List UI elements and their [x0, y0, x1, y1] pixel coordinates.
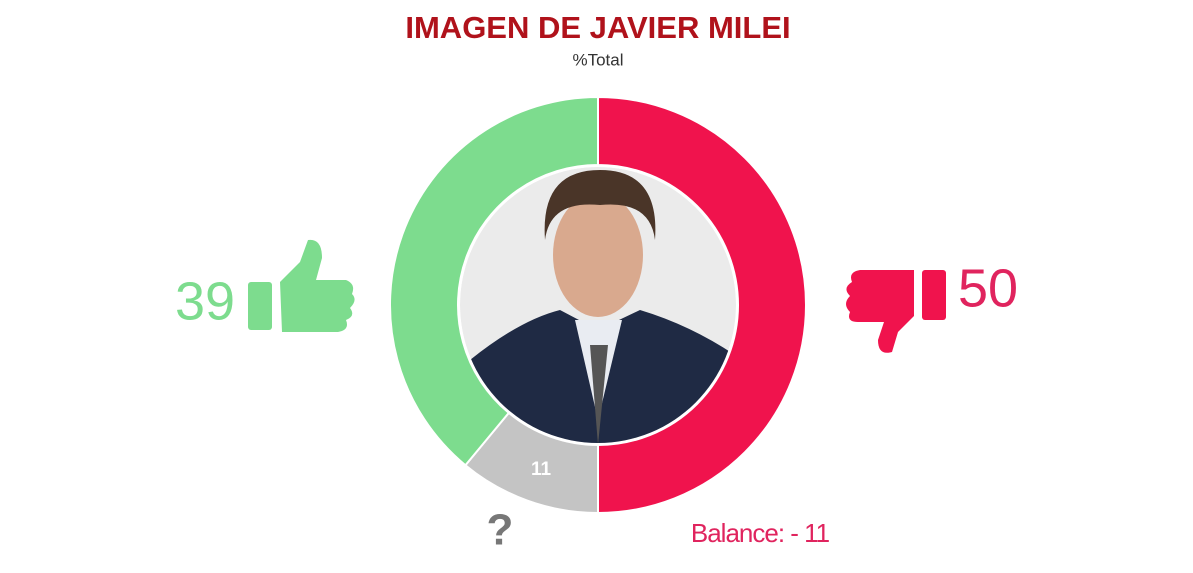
thumbs-up-icon — [248, 239, 355, 332]
donut-segment — [389, 95, 599, 467]
chart-subtitle: %Total — [572, 50, 623, 69]
donut-segment — [597, 95, 807, 515]
unknown-marker: ? — [487, 506, 514, 555]
balance-annotation: Balance: - 11 — [691, 518, 830, 548]
chart-title: IMAGEN DE JAVIER MILEI — [405, 10, 790, 45]
donut — [389, 95, 807, 515]
data-label: 39 — [175, 271, 235, 331]
thumbs-down-icon — [846, 270, 946, 353]
data-label: 50 — [958, 258, 1018, 318]
data-label: 11 — [531, 459, 552, 480]
